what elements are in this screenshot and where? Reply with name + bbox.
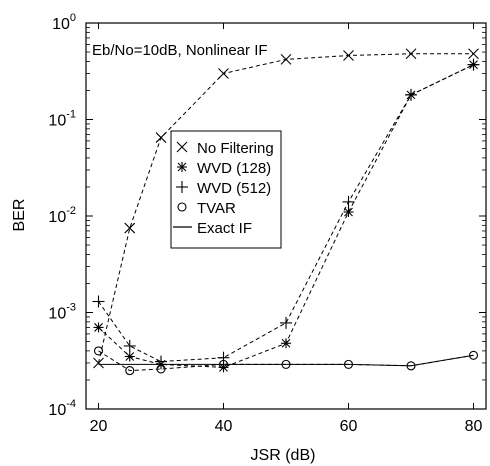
y-tick-label: 10-3 [48,302,76,323]
series-layer [92,48,480,376]
data-point [124,222,136,234]
y-tick-label: 10-4 [48,398,76,419]
data-point [468,350,479,360]
marker-stroke [124,222,136,234]
data-point [405,48,417,60]
legend-label: Exact IF [197,220,252,237]
marker-stroke [344,207,353,217]
legend: No Filtering WVD (128) WVD (512) TVAR Exact … [170,130,282,249]
data-point [155,355,167,368]
data-point [155,132,167,143]
chart-annotation: Eb/No=10dB, Nonlinear IF [92,42,268,59]
marker-stroke [468,48,479,60]
data-point [280,316,292,329]
marker-stroke [93,357,104,369]
y-tick-label: 100 [52,12,76,33]
data-point [343,207,354,218]
series-4 [98,354,474,367]
data-point [217,351,230,364]
marker-stroke [280,53,292,65]
series-2 [92,58,480,368]
marker-stroke [405,48,417,60]
marker-stroke [155,132,167,143]
marker-stroke [125,352,135,361]
marker-stroke [94,323,103,332]
marker-stroke [218,68,229,79]
marker-stroke [281,338,291,348]
data-point [468,48,479,60]
data-point [467,58,480,71]
legend-marker [177,202,187,212]
marker-stroke [177,162,187,172]
x-tick-label: 80 [465,418,483,435]
x-tick-label: 20 [90,418,108,435]
legend-label: TVAR [197,200,236,217]
data-point [123,339,136,352]
data-point [93,346,104,356]
data-point [124,351,135,362]
series-line [98,64,474,363]
legend-marker [176,181,188,193]
data-point [405,88,417,101]
plot-frame [85,22,487,410]
data-point [281,338,291,349]
series-line [98,53,474,364]
ticks: 20 40 60 80 10-4 10-3 10-2 10-1 100 [48,12,486,435]
x-tick-label: 40 [215,418,233,435]
series-line [98,64,474,368]
data-point [93,357,104,369]
data-point [342,195,355,208]
legend-marker [176,141,188,153]
y-tick-label: 10-1 [48,109,76,130]
data-point [218,68,229,79]
legend-marker [177,162,187,172]
marker-stroke [343,50,354,61]
data-point [280,53,292,65]
marker-stroke [176,141,188,153]
legend-label: No Filtering [197,140,274,157]
series-0 [93,48,479,369]
data-point [156,364,166,374]
legend-box [170,130,282,249]
data-point [125,366,135,376]
y-tick-label: 10-2 [48,205,76,226]
x-axis-label: JSR (dB) [251,447,316,464]
y-axis-label: BER [11,199,28,232]
x-tick-label: 60 [340,418,358,435]
legend-label: WVD (128) [197,160,271,177]
data-point [92,295,105,308]
series-line [98,354,474,367]
data-point [93,322,104,333]
legend-label: WVD (512) [197,180,271,197]
data-point [343,50,354,61]
